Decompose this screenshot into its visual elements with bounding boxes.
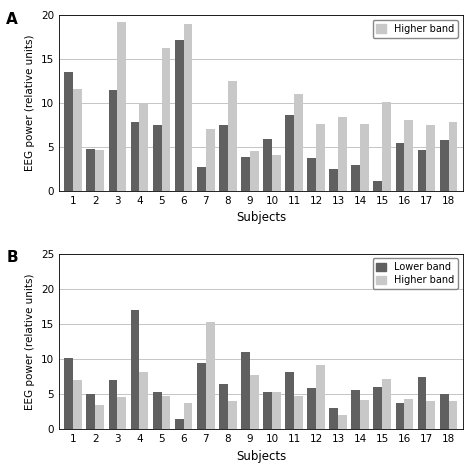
Bar [448, 401, 457, 429]
Bar [86, 149, 95, 191]
Bar [360, 124, 369, 191]
Bar [395, 403, 404, 429]
Bar [131, 310, 139, 429]
Bar [241, 352, 250, 429]
Bar [206, 129, 215, 191]
Bar [440, 140, 448, 191]
Bar [418, 150, 427, 191]
Bar [427, 401, 435, 429]
Bar [294, 396, 303, 429]
Bar [183, 403, 192, 429]
Bar [285, 373, 294, 429]
Bar [360, 400, 369, 429]
Text: A: A [6, 11, 18, 27]
Bar [285, 115, 294, 191]
Bar [418, 377, 427, 429]
Bar [307, 158, 316, 191]
Bar [272, 392, 281, 429]
Bar [175, 419, 183, 429]
Bar [228, 81, 237, 191]
Bar [131, 122, 139, 191]
Bar [219, 125, 228, 191]
Bar [338, 415, 347, 429]
Bar [109, 380, 118, 429]
Bar [338, 117, 347, 191]
Bar [153, 125, 162, 191]
Bar [329, 169, 338, 191]
Bar [440, 393, 448, 429]
Bar [206, 322, 215, 429]
Bar [395, 143, 404, 191]
Bar [316, 124, 325, 191]
Bar [404, 399, 413, 429]
Bar [109, 90, 118, 191]
Bar [162, 48, 170, 191]
Text: B: B [6, 250, 18, 265]
Bar [197, 167, 206, 191]
Bar [307, 388, 316, 429]
Bar [404, 120, 413, 191]
Bar [86, 394, 95, 429]
Bar [351, 164, 360, 191]
Bar [197, 363, 206, 429]
Bar [374, 387, 383, 429]
Bar [383, 380, 391, 429]
Bar [241, 157, 250, 191]
Bar [219, 384, 228, 429]
Bar [228, 401, 237, 429]
Bar [64, 358, 73, 429]
Bar [162, 396, 170, 429]
Bar [272, 155, 281, 191]
Bar [316, 365, 325, 429]
Bar [294, 94, 303, 191]
Bar [139, 104, 148, 191]
X-axis label: Subjects: Subjects [236, 450, 286, 463]
Bar [351, 390, 360, 429]
Bar [118, 397, 126, 429]
Bar [118, 22, 126, 191]
Y-axis label: EEG power (relative units): EEG power (relative units) [25, 273, 35, 410]
Bar [250, 152, 259, 191]
Bar [427, 125, 435, 191]
Bar [95, 150, 104, 191]
Bar [153, 392, 162, 429]
Y-axis label: EEG power (relative units): EEG power (relative units) [25, 35, 35, 171]
Bar [175, 40, 183, 191]
Bar [95, 405, 104, 429]
Legend: Lower band, Higher band: Lower band, Higher band [373, 258, 458, 289]
Bar [329, 408, 338, 429]
Bar [64, 73, 73, 191]
Bar [139, 372, 148, 429]
X-axis label: Subjects: Subjects [236, 211, 286, 225]
Bar [73, 380, 82, 429]
Bar [250, 375, 259, 429]
Legend: Higher band: Higher band [373, 20, 458, 38]
Bar [73, 89, 82, 191]
Bar [383, 102, 391, 191]
Bar [448, 121, 457, 191]
Bar [263, 392, 272, 429]
Bar [263, 139, 272, 191]
Bar [374, 182, 383, 191]
Bar [183, 24, 192, 191]
